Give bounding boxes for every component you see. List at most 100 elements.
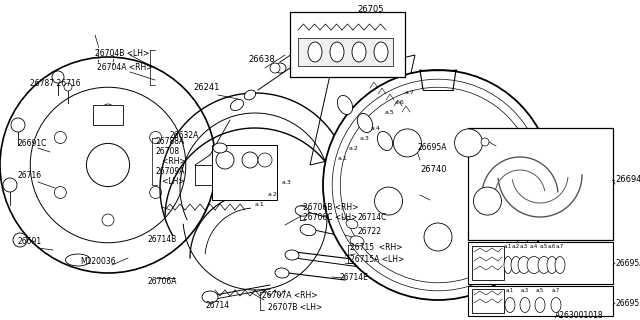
Text: a.6: a.6 — [395, 100, 404, 105]
Text: 26714C: 26714C — [358, 213, 387, 222]
Bar — [472, 246, 504, 280]
Text: 26714: 26714 — [205, 300, 229, 309]
Ellipse shape — [346, 220, 358, 228]
Text: 26704A <RH>: 26704A <RH> — [97, 63, 152, 73]
Ellipse shape — [527, 257, 541, 274]
Text: 26695A: 26695A — [418, 143, 447, 153]
Text: <RH>: <RH> — [155, 157, 186, 166]
Text: 26706B <RH>: 26706B <RH> — [303, 204, 358, 212]
Text: a.5: a.5 — [385, 110, 395, 116]
Text: a.1: a.1 — [255, 203, 265, 207]
Circle shape — [54, 132, 67, 143]
Ellipse shape — [518, 257, 530, 274]
Circle shape — [64, 83, 72, 91]
Text: 26691C: 26691C — [18, 139, 47, 148]
Text: 26632A: 26632A — [170, 131, 200, 140]
Text: 26707A <RH>: 26707A <RH> — [262, 291, 317, 300]
Ellipse shape — [230, 100, 244, 111]
Text: a.1: a.1 — [506, 289, 514, 293]
Circle shape — [323, 70, 553, 300]
Ellipse shape — [374, 42, 388, 62]
Text: M120036: M120036 — [80, 258, 116, 267]
Circle shape — [374, 187, 403, 215]
Bar — [290, 12, 405, 77]
Text: a.2: a.2 — [512, 244, 520, 250]
Text: a.7: a.7 — [405, 90, 415, 94]
Bar — [468, 242, 613, 284]
Ellipse shape — [275, 268, 289, 278]
Circle shape — [150, 187, 162, 198]
Text: A263001018: A263001018 — [555, 311, 604, 320]
Circle shape — [481, 138, 489, 146]
Ellipse shape — [535, 298, 545, 313]
Text: 26740: 26740 — [420, 165, 447, 174]
Ellipse shape — [555, 257, 565, 274]
Text: a.3: a.3 — [282, 180, 292, 186]
Text: 26704B <LH>: 26704B <LH> — [95, 49, 149, 58]
Ellipse shape — [295, 206, 309, 216]
Ellipse shape — [378, 132, 392, 150]
Text: a.3: a.3 — [520, 244, 528, 250]
Ellipse shape — [538, 257, 550, 274]
Text: 26695B: 26695B — [615, 299, 640, 308]
Bar — [298, 38, 393, 66]
Text: a.1: a.1 — [338, 156, 348, 161]
Text: 26694: 26694 — [615, 175, 640, 185]
Circle shape — [54, 187, 67, 198]
Text: 26706C <LH>: 26706C <LH> — [303, 213, 357, 222]
Ellipse shape — [504, 257, 512, 274]
Text: <LH>: <LH> — [155, 178, 184, 187]
Text: a.7: a.7 — [552, 289, 560, 293]
Circle shape — [424, 223, 452, 251]
Ellipse shape — [244, 90, 255, 100]
Ellipse shape — [337, 95, 353, 115]
Circle shape — [270, 63, 280, 73]
Ellipse shape — [300, 224, 316, 236]
Ellipse shape — [258, 153, 272, 167]
Text: 26638: 26638 — [248, 55, 275, 65]
Text: 26714B: 26714B — [147, 236, 176, 244]
Circle shape — [102, 214, 114, 226]
Ellipse shape — [520, 298, 530, 313]
Ellipse shape — [551, 298, 561, 313]
Circle shape — [102, 104, 114, 116]
Text: a.2: a.2 — [349, 146, 359, 150]
Bar — [468, 286, 613, 316]
Circle shape — [340, 87, 536, 283]
Text: 26705: 26705 — [357, 5, 383, 14]
Text: a.3: a.3 — [521, 289, 529, 293]
Ellipse shape — [202, 291, 218, 303]
Ellipse shape — [547, 257, 557, 274]
Circle shape — [394, 129, 421, 157]
Circle shape — [13, 233, 27, 247]
Ellipse shape — [511, 257, 521, 274]
Circle shape — [474, 187, 502, 215]
Ellipse shape — [65, 254, 90, 266]
Ellipse shape — [216, 151, 234, 169]
Circle shape — [454, 129, 483, 157]
Circle shape — [352, 99, 524, 271]
Bar — [93, 105, 123, 125]
Text: 26716: 26716 — [18, 171, 42, 180]
Circle shape — [11, 118, 25, 132]
Text: a.5: a.5 — [540, 244, 548, 250]
Circle shape — [417, 164, 459, 206]
Text: 26715A <LH>: 26715A <LH> — [350, 255, 404, 265]
Ellipse shape — [274, 63, 286, 73]
Text: 26706A: 26706A — [148, 277, 177, 286]
Circle shape — [332, 79, 544, 291]
Text: 26715  <RH>: 26715 <RH> — [350, 244, 403, 252]
Ellipse shape — [352, 42, 366, 62]
Circle shape — [150, 132, 162, 143]
Ellipse shape — [505, 298, 515, 313]
Ellipse shape — [213, 143, 227, 153]
Ellipse shape — [350, 236, 364, 246]
Ellipse shape — [330, 42, 344, 62]
Text: a.3: a.3 — [360, 135, 370, 140]
Text: 26691: 26691 — [18, 237, 42, 246]
Circle shape — [86, 143, 129, 187]
Text: 26709A: 26709A — [155, 167, 184, 177]
Ellipse shape — [242, 152, 258, 168]
Text: 26722: 26722 — [358, 228, 382, 236]
Text: a.5: a.5 — [536, 289, 544, 293]
